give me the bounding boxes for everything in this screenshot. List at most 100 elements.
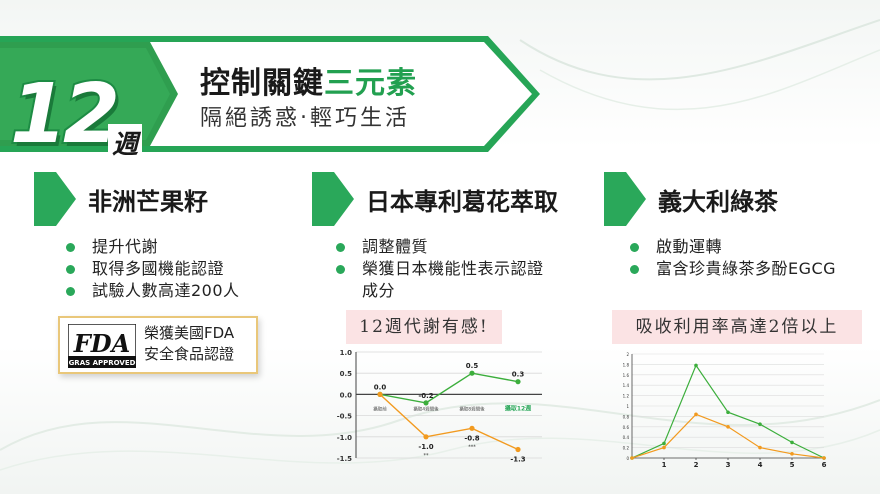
y-tick-label: 1.0: [340, 349, 353, 357]
data-label: 0.3: [512, 371, 525, 379]
data-point: [662, 441, 666, 446]
ingredient-column-1: 非洲芒果籽 提升代謝 取得多國機能認證 試驗人數高達200人: [34, 172, 240, 302]
x-category-label: 攝取12週: [505, 404, 531, 412]
data-label: 0.0: [374, 383, 387, 391]
data-point: [630, 456, 634, 460]
title-part1: 控制關鍵: [200, 66, 324, 101]
x-tick-label: 3: [726, 461, 731, 469]
y-tick-label: -0.5: [337, 413, 352, 421]
significance-mark: **: [424, 453, 430, 459]
fda-badge-text: 榮獲美國FDA 安全食品認證: [144, 323, 234, 365]
data-point: [423, 400, 429, 406]
y-tick-label: 1.4: [623, 383, 630, 388]
y-tick-label: 0.8: [623, 414, 630, 419]
list-item-text: 成分: [362, 281, 396, 300]
list-item: 取得多國機能認證: [62, 258, 240, 280]
y-tick-label: 0.2: [623, 446, 630, 451]
y-tick-label: 2: [626, 352, 629, 357]
y-tick-label: -1.5: [337, 455, 352, 463]
column-title: 義大利綠茶: [658, 188, 778, 216]
x-tick-label: 1: [662, 461, 667, 469]
data-point: [694, 412, 698, 417]
y-tick-label: 0: [626, 456, 629, 461]
data-label: -0.2: [418, 392, 433, 400]
y-tick-label: 0.0: [340, 391, 353, 399]
chevron-tab-icon: [312, 172, 354, 226]
list-item: 富含珍貴綠茶多酚EGCG: [626, 258, 836, 280]
fda-logo-text: FDA: [73, 329, 130, 358]
data-point: [790, 452, 794, 456]
x-tick-label: 5: [790, 461, 795, 469]
x-tick-label: 4: [758, 461, 763, 469]
x-category-label: 攝取8週間後: [459, 405, 485, 412]
fda-badge-line1: 榮獲美國FDA: [144, 324, 235, 342]
list-item: 榮獲日本機能性表示認證: [332, 258, 544, 280]
data-point: [822, 456, 826, 460]
significance-mark: ***: [468, 444, 476, 450]
ingredient-column-3: 義大利綠茶 啟動運轉 富含珍貴綠茶多酚EGCG: [604, 172, 836, 280]
y-tick-label: 0.5: [340, 370, 353, 378]
y-tick-label: 1: [626, 404, 629, 409]
fda-logo-subtext: GRAS APPROVED: [69, 359, 136, 367]
list-item-text: 榮獲日本機能性表示認證: [362, 259, 544, 278]
data-label: -1.0: [418, 443, 433, 451]
data-point: [515, 379, 521, 385]
ingredient-column-2: 日本專利葛花萃取 調整體質 榮獲日本機能性表示認證 成分: [312, 172, 558, 302]
bullet-dot-icon: [336, 243, 345, 252]
y-tick-label: 0.6: [623, 425, 630, 430]
y-tick-label: 1.8: [623, 362, 630, 367]
data-label: -1.3: [510, 456, 525, 464]
absorption-line-chart: 0 0.2 0.4 0.6 0.8 1 1.2 1.4 1.6 1.8 2 1 2 3 4 5 6: [623, 352, 827, 469]
series-line: [631, 413, 825, 459]
column-header: 義大利綠茶: [604, 172, 836, 226]
header-banner: 12 週: [0, 34, 560, 162]
data-point: [377, 391, 383, 397]
metabolism-line-chart: 1.0 0.5 0.0 -0.5 -1.0 -1.5 攝取前 攝取4週間後 攝取8週間後 攝取12…: [337, 349, 542, 464]
data-point: [469, 370, 475, 376]
chart1-caption: 12週代謝有感!: [346, 310, 502, 344]
list-item: 調整體質: [332, 236, 544, 258]
y-tick-label: 0.4: [623, 435, 630, 440]
series-line: [379, 372, 519, 404]
list-item: 啟動運轉: [626, 236, 836, 258]
data-label: 0.5: [466, 362, 479, 370]
x-category-label: 攝取前: [373, 405, 387, 412]
page-title: 控制關鍵三元素: [200, 58, 417, 102]
data-point: [726, 425, 730, 429]
chart2-caption: 吸收利用率高達2倍以上: [612, 310, 862, 344]
week-unit: 週: [108, 124, 143, 161]
fda-badge-line2: 安全食品認證: [144, 345, 235, 363]
column-header: 非洲芒果籽: [34, 172, 240, 226]
bullet-dot-icon: [66, 287, 75, 296]
list-item-text: 調整體質: [362, 237, 429, 256]
x-category-label: 攝取4週間後: [413, 405, 439, 412]
data-point: [662, 445, 666, 450]
benefit-list: 調整體質 榮獲日本機能性表示認證 成分: [332, 236, 544, 302]
list-item: 試驗人數高達200人: [62, 280, 240, 302]
bullet-dot-icon: [630, 265, 639, 274]
data-point: [726, 410, 730, 415]
data-point: [758, 422, 762, 426]
y-tick-label: 1.2: [623, 394, 630, 399]
data-point: [423, 434, 429, 440]
bullet-dot-icon: [66, 265, 75, 274]
title-highlight: 三元素: [324, 66, 417, 101]
list-item-text: 富含珍貴綠茶多酚EGCG: [656, 259, 837, 278]
banner-shape: [0, 36, 540, 152]
benefit-list: 提升代謝 取得多國機能認證 試驗人數高達200人: [62, 236, 240, 302]
column-title: 非洲芒果籽: [88, 188, 208, 216]
list-item-text: 試驗人數高達200人: [92, 281, 240, 300]
y-tick-label: 1.6: [623, 373, 630, 378]
list-item-text: 啟動運轉: [656, 237, 723, 256]
fda-certification-badge: FDA GRAS APPROVED 榮獲美國FDA 安全食品認證: [58, 316, 258, 374]
data-point: [515, 446, 521, 453]
column-title: 日本專利葛花萃取: [366, 188, 558, 216]
data-point: [469, 425, 475, 431]
list-item: 提升代謝: [62, 236, 240, 258]
series-line: [379, 393, 519, 451]
bullet-dot-icon: [336, 265, 345, 274]
list-item-text: 取得多國機能認證: [92, 259, 225, 278]
week-number: 12: [8, 67, 122, 162]
list-item-text: 提升代謝: [92, 237, 159, 256]
bullet-dot-icon: [66, 243, 75, 252]
